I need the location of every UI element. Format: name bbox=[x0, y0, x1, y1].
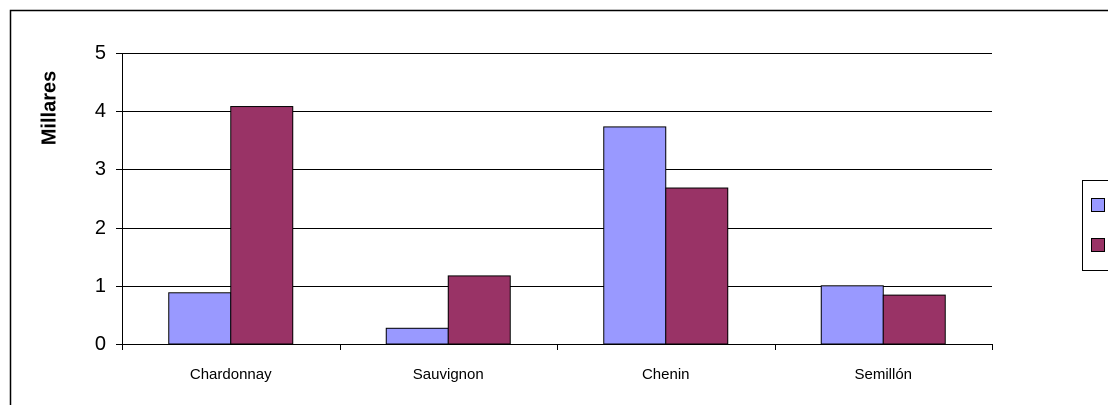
chart-border bbox=[9, 9, 1108, 405]
bar bbox=[665, 187, 729, 345]
bar bbox=[603, 126, 667, 345]
x-tick-label: Sauvignon bbox=[413, 366, 484, 383]
legend-swatch bbox=[1091, 238, 1105, 252]
bar bbox=[230, 106, 294, 345]
bar bbox=[820, 285, 884, 345]
x-tick-label: Chardonnay bbox=[190, 366, 272, 383]
y-tick-label: 3 bbox=[95, 158, 106, 180]
bar bbox=[168, 292, 232, 345]
bar bbox=[385, 327, 449, 345]
legend-border bbox=[1082, 180, 1108, 271]
x-tick-label: Chenin bbox=[642, 366, 690, 383]
y-tick-label: 1 bbox=[95, 275, 106, 297]
y-tick-label: 5 bbox=[95, 42, 106, 64]
y-tick-label: 4 bbox=[95, 100, 106, 122]
y-tick-label: 2 bbox=[95, 217, 106, 239]
y-tick-label: 0 bbox=[95, 333, 106, 355]
bar bbox=[447, 275, 511, 345]
x-tick-label: Semillón bbox=[854, 366, 912, 383]
bar bbox=[882, 294, 946, 345]
y-axis-label: Millares bbox=[38, 71, 60, 145]
legend-swatch bbox=[1091, 198, 1105, 212]
